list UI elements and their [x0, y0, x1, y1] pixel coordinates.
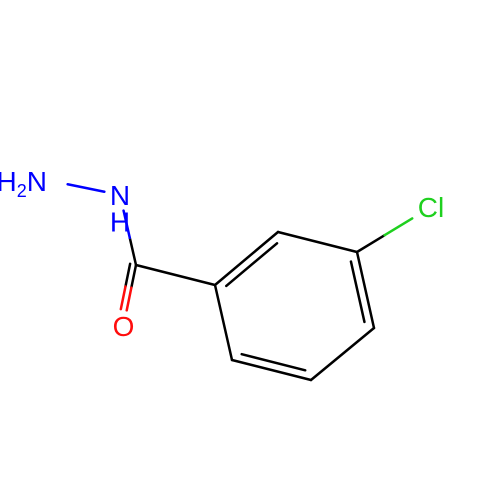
bond — [68, 184, 105, 192]
molecule-diagram: O NH H2N Cl — [0, 0, 500, 500]
bond — [385, 218, 413, 235]
atom-label-cl: Cl — [418, 192, 444, 223]
svg-text:H2N: H2N — [0, 166, 47, 201]
svg-text:H: H — [110, 207, 130, 238]
atom-label-n: NH — [110, 180, 130, 238]
svg-text:O: O — [113, 311, 135, 342]
bond — [127, 288, 132, 311]
bond — [130, 238, 136, 265]
bond — [215, 232, 278, 285]
bond — [357, 235, 385, 252]
svg-text:Cl: Cl — [418, 192, 444, 223]
bond — [136, 265, 215, 285]
bond — [131, 265, 136, 288]
bond — [242, 354, 305, 370]
bond — [357, 252, 374, 328]
atom-label-n: H2N — [0, 166, 47, 201]
bond — [278, 232, 357, 252]
atom-label-o: O — [113, 311, 135, 342]
bond — [215, 285, 232, 360]
bond — [311, 328, 374, 380]
bond — [121, 286, 126, 309]
bond — [226, 243, 277, 286]
bond — [125, 264, 130, 287]
